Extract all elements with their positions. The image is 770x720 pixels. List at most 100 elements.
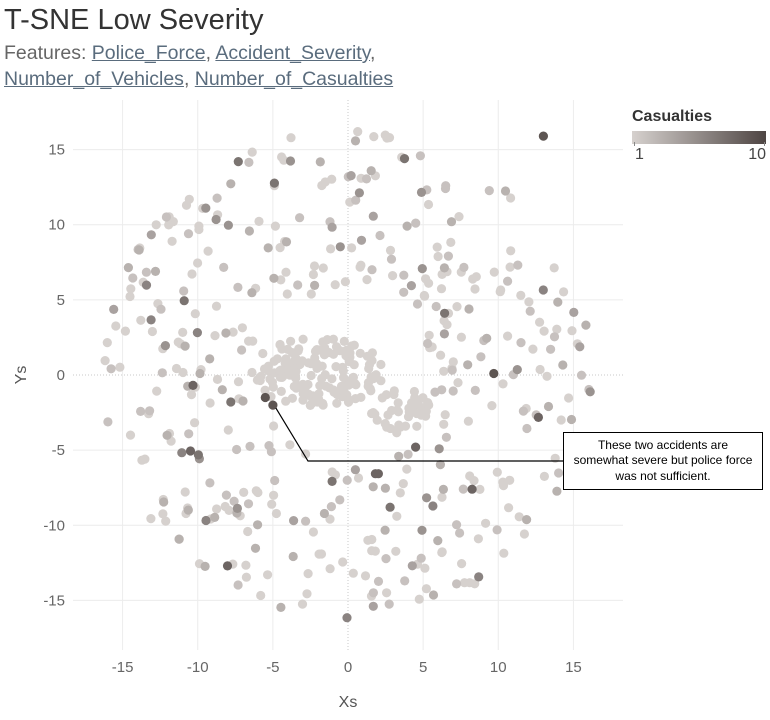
data-point[interactable] [581,320,591,330]
data-point[interactable] [324,383,335,393]
data-point[interactable] [341,345,351,355]
data-point[interactable] [326,502,336,512]
data-point[interactable] [439,419,449,429]
data-point[interactable] [221,328,231,338]
data-point[interactable] [386,254,397,264]
data-point[interactable] [349,340,359,350]
data-point[interactable] [566,414,577,425]
data-point[interactable] [279,155,289,165]
data-point[interactable] [150,266,161,276]
data-point[interactable] [484,186,494,196]
data-point[interactable] [205,354,215,364]
data-point[interactable] [186,390,197,400]
data-point[interactable] [228,327,238,337]
data-point[interactable] [463,360,473,370]
data-point[interactable] [384,133,395,143]
data-point[interactable] [308,527,318,537]
data-point[interactable] [432,242,442,252]
data-point[interactable] [417,264,427,274]
data-point[interactable] [125,430,136,440]
data-point[interactable] [433,251,443,262]
data-point[interactable] [448,386,458,396]
data-point[interactable] [322,335,332,345]
data-point[interactable] [525,306,535,316]
data-point[interactable] [506,246,516,256]
data-point[interactable] [125,291,135,302]
data-point[interactable] [336,384,346,394]
data-point[interactable] [368,482,378,492]
data-point[interactable] [366,166,376,176]
data-point[interactable] [226,179,236,189]
data-point[interactable] [109,304,119,314]
data-point[interactable] [210,512,220,523]
data-point[interactable] [350,465,360,475]
data-point[interactable] [416,410,426,420]
data-point[interactable] [335,346,345,356]
data-point[interactable] [411,218,421,228]
data-point[interactable] [463,416,473,426]
data-point[interactable] [233,157,243,167]
data-point[interactable] [145,406,155,416]
data-point[interactable] [290,355,300,365]
data-point[interactable] [452,520,462,530]
data-point[interactable] [327,374,337,384]
data-point[interactable] [173,337,183,347]
data-point[interactable] [335,495,345,505]
data-point[interactable] [294,344,304,354]
data-point[interactable] [446,237,456,247]
data-point[interactable] [239,487,249,497]
data-point[interactable] [298,334,308,344]
data-point[interactable] [382,588,392,598]
data-point[interactable] [259,364,270,374]
data-point[interactable] [222,561,233,571]
data-point[interactable] [471,272,481,282]
data-point[interactable] [353,473,364,483]
data-point[interactable] [180,487,190,497]
data-point[interactable] [500,186,511,196]
data-point[interactable] [158,509,168,519]
data-point[interactable] [260,385,270,395]
data-point[interactable] [362,275,372,285]
data-point[interactable] [454,212,464,222]
feature-link-number-of-vehicles[interactable]: Number_of_Vehicles [4,68,184,90]
data-point[interactable] [190,418,200,428]
data-point[interactable] [385,245,396,255]
data-point[interactable] [152,386,162,396]
data-point[interactable] [453,378,463,388]
data-point[interactable] [538,285,548,295]
data-point[interactable] [302,589,312,599]
data-point[interactable] [297,356,307,366]
data-point[interactable] [254,216,264,226]
data-point[interactable] [270,475,280,486]
data-point[interactable] [226,397,236,407]
data-point[interactable] [375,230,385,241]
data-point[interactable] [253,487,263,498]
data-point[interactable] [367,546,377,556]
data-point[interactable] [342,613,352,623]
data-point[interactable] [315,157,325,167]
data-point[interactable] [446,217,457,227]
data-point[interactable] [391,546,401,556]
data-point[interactable] [368,601,378,611]
data-point[interactable] [369,132,379,142]
data-point[interactable] [470,284,480,294]
data-point[interactable] [184,429,194,439]
data-point[interactable] [100,356,110,366]
data-point[interactable] [440,308,450,318]
data-point[interactable] [481,518,491,528]
data-point[interactable] [428,590,439,600]
data-point[interactable] [355,348,365,358]
data-point[interactable] [514,512,524,522]
data-point[interactable] [157,368,167,378]
data-point[interactable] [518,406,529,416]
data-point[interactable] [434,444,444,454]
data-point[interactable] [420,291,430,301]
data-point[interactable] [476,352,486,362]
data-point[interactable] [505,475,515,485]
data-point[interactable] [194,224,204,235]
data-point[interactable] [399,270,409,280]
data-point[interactable] [465,471,475,481]
data-point[interactable] [164,220,174,230]
data-point[interactable] [470,385,480,395]
data-point[interactable] [412,421,422,431]
